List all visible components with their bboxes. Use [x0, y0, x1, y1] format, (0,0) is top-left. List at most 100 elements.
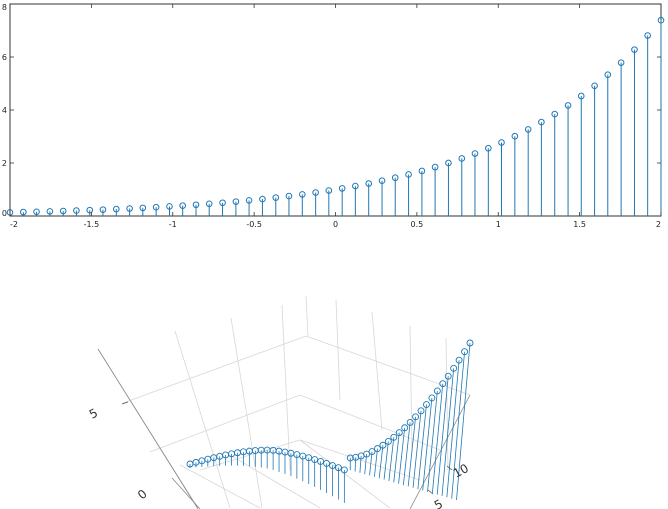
stem-marker	[378, 177, 386, 185]
stem3-marker	[390, 433, 398, 441]
x-axis-edge	[171, 477, 201, 509]
x-tick-label: 2	[656, 220, 661, 229]
stem-marker	[538, 118, 545, 126]
stem3-line	[436, 376, 449, 495]
grid-line	[335, 299, 341, 401]
plot-area-frame	[9, 3, 662, 217]
x-tick-label: 1	[496, 220, 501, 229]
stem3-marker	[444, 372, 452, 380]
stem-marker	[86, 206, 94, 214]
stem-marker	[245, 197, 253, 204]
grid-line	[371, 311, 383, 431]
grid-line	[305, 335, 471, 396]
grid-line	[409, 325, 413, 451]
stem3-marker	[346, 454, 354, 462]
stem-marker	[431, 163, 439, 171]
y-axis: 0 2 4 6 8	[2, 3, 661, 218]
x-tick-label: 1.5	[573, 220, 586, 229]
stem3-line	[393, 432, 400, 483]
grid-3d	[97, 295, 471, 509]
stem3-line	[369, 451, 373, 476]
stem-marker	[445, 159, 452, 167]
grid-line	[122, 335, 307, 404]
stem3-marker	[363, 450, 371, 458]
stem3-marker	[334, 464, 342, 472]
stem-marker	[564, 102, 572, 109]
stem-marker	[604, 71, 612, 79]
x-tick-label: 0.5	[411, 220, 424, 229]
z-tick-label-5: 5	[87, 406, 100, 422]
y-axis-edge	[409, 394, 471, 509]
grid-line	[179, 464, 261, 509]
stem-marker	[166, 203, 173, 210]
grid-line	[299, 439, 391, 509]
stem-marker	[365, 180, 373, 187]
stem-series	[6, 16, 665, 216]
stem-marker	[551, 110, 559, 118]
stem-marker	[511, 132, 519, 140]
grid-line	[199, 439, 301, 471]
stem-marker	[524, 126, 532, 133]
stem-marker	[352, 182, 359, 190]
stem3-line	[422, 397, 433, 491]
stem-marker	[325, 187, 333, 194]
stem-marker	[192, 201, 200, 209]
stem-marker	[259, 195, 266, 203]
stem-marker	[33, 208, 40, 216]
stem-marker	[126, 205, 133, 212]
stem3-marker	[368, 448, 376, 455]
stem3-line	[407, 416, 416, 487]
stem-marker	[657, 16, 665, 24]
stem-marker	[418, 167, 426, 175]
stem-chart-2d: -2 -1.5 -1 -0.5 0 0.5 1 1.5 2 0 2 4 6 8	[2, 3, 665, 229]
stem3-marker	[323, 459, 330, 467]
stem3-line	[398, 427, 406, 484]
stem3-line	[373, 448, 378, 477]
stem3-marker	[317, 457, 325, 465]
y-tick-label: 8	[2, 3, 7, 12]
stem-marker	[485, 144, 492, 152]
grid-line	[305, 295, 309, 337]
stem-marker	[312, 189, 319, 196]
x-tick-label: -0.5	[246, 220, 262, 229]
grid-line	[230, 317, 263, 509]
stem-marker	[152, 203, 160, 211]
stem3-line	[451, 351, 465, 499]
stem3-marker	[406, 419, 414, 426]
stem3-marker	[466, 339, 474, 347]
stem3-marker	[401, 424, 409, 432]
y-tick-mark-5	[427, 489, 434, 495]
stem-marker	[338, 185, 346, 192]
stem3-marker	[340, 466, 348, 474]
stem-marker	[112, 205, 120, 213]
z-tick-mark	[121, 401, 129, 405]
stem3-marker	[379, 441, 387, 449]
y-tick-label-10: 10	[451, 461, 471, 481]
stem-series-3d	[186, 339, 474, 503]
stem3-line	[388, 437, 395, 481]
x-tick-label-0: 0	[135, 487, 150, 503]
stem-marker	[471, 150, 479, 157]
stem-marker	[179, 202, 186, 209]
x-tick-label: 0	[333, 220, 338, 229]
stem-marker	[59, 207, 67, 215]
stem3-line	[402, 422, 411, 486]
stem-marker	[73, 207, 80, 214]
stem3-marker	[311, 456, 319, 463]
stem3-marker	[374, 445, 381, 453]
stem3-marker	[417, 407, 425, 415]
stem-marker	[298, 191, 306, 198]
stem-marker	[577, 92, 585, 100]
stem-marker	[219, 199, 226, 207]
y-tick-label: 0	[2, 209, 7, 218]
stem3-line	[431, 383, 444, 494]
stem3-line	[441, 368, 455, 496]
stem3-marker	[455, 356, 463, 364]
grid-line	[174, 330, 231, 509]
axis-ticks-3d	[121, 401, 453, 495]
stem3-marker	[384, 437, 392, 445]
stem-marker	[46, 208, 54, 215]
x-axis: -2 -1.5 -1 -0.5 0 0.5 1 1.5 2	[9, 4, 662, 229]
stem3-line	[378, 445, 384, 479]
